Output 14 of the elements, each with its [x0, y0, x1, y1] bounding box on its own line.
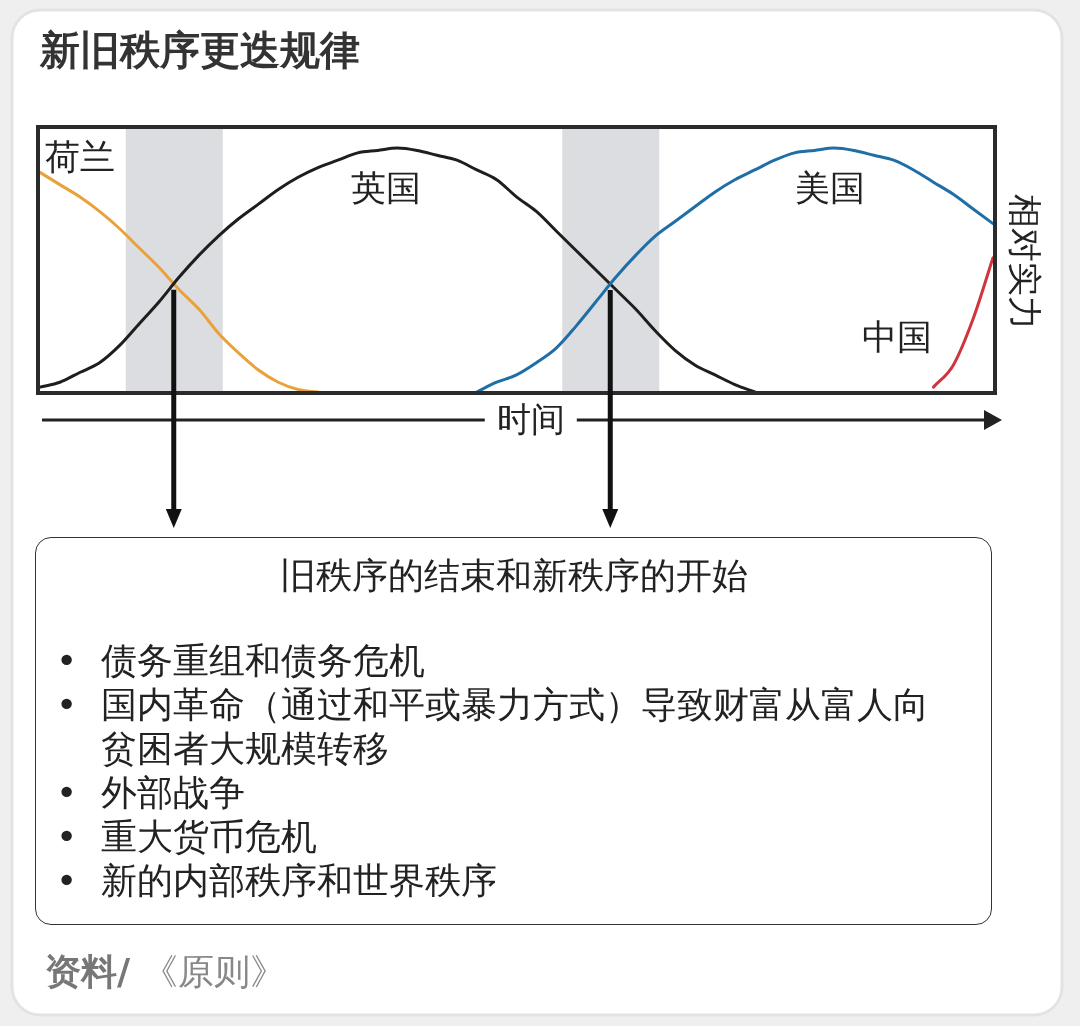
x-axis-title: 时间	[496, 399, 565, 439]
text: • 重大货币危机	[56, 815, 317, 859]
text: • 新的内部秩序和世界秩序	[56, 859, 497, 903]
text: 资料/ 《原则》	[45, 950, 286, 994]
text: • 外部战争	[56, 771, 245, 815]
text: • 债务重组和债务危机	[56, 639, 425, 683]
y-axis-title: 相对实力	[1005, 194, 1045, 330]
text: • 国内革命（通过和平或暴力方式）导致财富从富人向贫困者大规模转移	[56, 683, 929, 769]
series-label: 荷兰	[45, 137, 115, 178]
series-label: 中国	[862, 316, 932, 357]
chart-title: 新旧秩序更迭规律	[39, 27, 360, 73]
series-label: 美国	[795, 168, 866, 208]
text: 旧秩序的结束和新秩序的开始	[278, 555, 749, 596]
series-label: 英国	[351, 168, 422, 208]
